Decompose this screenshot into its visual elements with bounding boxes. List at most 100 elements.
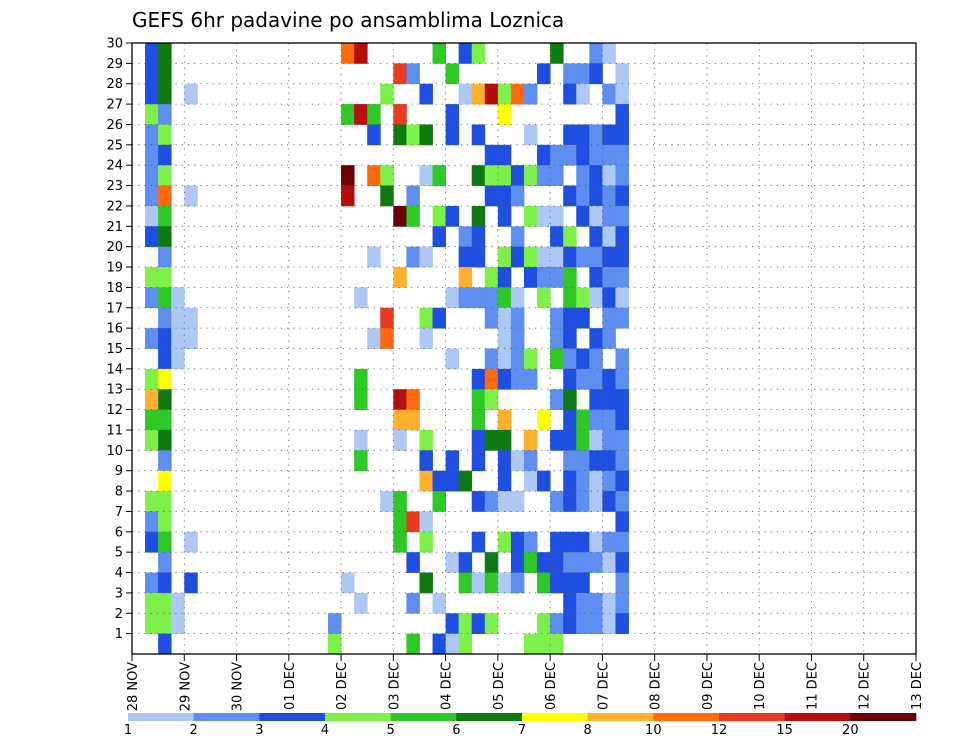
heatmap-cell — [145, 185, 159, 207]
heatmap-cell — [497, 470, 512, 492]
heatmap-cell — [419, 511, 433, 533]
heatmap-cell — [615, 491, 629, 512]
heatmap-cell — [406, 633, 420, 655]
heatmap-cell — [445, 205, 460, 227]
heatmap-cell — [615, 83, 629, 105]
heatmap-cell — [576, 63, 590, 85]
heatmap-cell — [510, 450, 525, 472]
heatmap-cell — [576, 613, 590, 635]
heatmap-cell — [615, 613, 629, 635]
heatmap-cell — [158, 613, 172, 635]
y-tick-label: 4 — [115, 566, 123, 581]
heatmap-cell — [458, 470, 473, 492]
heatmap-cell — [145, 491, 159, 512]
heatmap-cell — [524, 429, 538, 451]
heatmap-cell — [615, 389, 629, 410]
heatmap-cell — [537, 633, 551, 655]
heatmap-cell — [524, 165, 538, 186]
heatmap-cell — [432, 592, 446, 614]
heatmap-cell — [550, 531, 564, 553]
heatmap-cell — [458, 43, 473, 64]
heatmap-cell — [563, 63, 577, 85]
heatmap-cell — [563, 267, 577, 288]
heatmap-cell — [510, 246, 525, 268]
heatmap-cell — [563, 531, 577, 553]
heatmap-cell — [341, 185, 355, 207]
heatmap-cell — [471, 287, 486, 309]
heatmap-cell — [406, 63, 420, 85]
heatmap-cell — [145, 165, 159, 186]
heatmap-cell — [602, 409, 616, 431]
colorbar-label: 7 — [518, 723, 526, 738]
heatmap-cell — [145, 287, 159, 309]
heatmap-cell — [158, 389, 172, 410]
heatmap-cell — [589, 43, 603, 64]
heatmap-cell — [602, 267, 616, 288]
heatmap-cell — [615, 165, 629, 186]
heatmap-cell — [510, 226, 525, 248]
heatmap-cell — [576, 491, 590, 512]
heatmap-cell — [563, 124, 577, 146]
heatmap-cell — [524, 124, 538, 146]
heatmap-cell — [158, 185, 172, 207]
heatmap-cell — [158, 83, 172, 105]
heatmap-cell — [458, 267, 473, 288]
heatmap-cell — [171, 328, 185, 349]
colorbar-swatch — [193, 713, 260, 721]
heatmap-cell — [550, 633, 564, 655]
heatmap-cell — [393, 409, 407, 431]
heatmap-cell — [432, 226, 446, 248]
heatmap-cell — [563, 572, 577, 594]
y-tick-label: 11 — [106, 423, 123, 438]
heatmap-cell — [563, 348, 577, 370]
heatmap-cell — [184, 307, 198, 329]
heatmap-cell — [563, 450, 577, 472]
heatmap-cell — [550, 491, 564, 512]
y-tick-label: 28 — [106, 77, 123, 92]
heatmap-cell — [158, 633, 172, 655]
heatmap-cell — [602, 429, 616, 451]
heatmap-cell — [158, 511, 172, 533]
heatmap-cell — [589, 470, 603, 492]
heatmap-cell — [471, 531, 486, 553]
heatmap-cell — [497, 144, 512, 166]
heatmap-cell — [158, 287, 172, 309]
heatmap-cell — [158, 246, 172, 268]
heatmap-cell — [589, 429, 603, 451]
heatmap-cell — [406, 552, 420, 573]
heatmap-cell — [615, 552, 629, 573]
heatmap-cell — [184, 572, 198, 594]
heatmap-cell — [158, 491, 172, 512]
heatmap-cell — [615, 307, 629, 329]
heatmap-cell — [354, 450, 368, 472]
heatmap-cell — [615, 429, 629, 451]
heatmap-cell — [550, 205, 564, 227]
heatmap-cell — [419, 307, 433, 329]
heatmap-cell — [419, 165, 433, 186]
heatmap-cell — [445, 287, 460, 309]
y-tick-label: 15 — [106, 342, 123, 357]
heatmap-cell — [524, 470, 538, 492]
heatmap-cell — [445, 613, 460, 635]
heatmap-cell — [497, 205, 512, 227]
heatmap-cell — [406, 185, 420, 207]
heatmap-cell — [432, 470, 446, 492]
heatmap-cell — [550, 613, 564, 635]
heatmap-cell — [510, 491, 525, 512]
heatmap-cell — [380, 491, 394, 512]
colorbar-swatch — [653, 713, 720, 721]
heatmap-cell — [537, 409, 551, 431]
heatmap-cell — [471, 450, 486, 472]
heatmap-cell — [576, 144, 590, 166]
heatmap-cell — [537, 144, 551, 166]
heatmap-cell — [158, 124, 172, 146]
heatmap-cell — [537, 287, 551, 309]
heatmap-cell — [380, 328, 394, 349]
heatmap-cell — [471, 205, 486, 227]
heatmap-cell — [537, 165, 551, 186]
heatmap-cell — [158, 409, 172, 431]
y-tick-label: 26 — [106, 118, 123, 133]
heatmap-cell — [563, 83, 577, 105]
heatmap-cell — [471, 165, 486, 186]
heatmap-cell — [510, 348, 525, 370]
